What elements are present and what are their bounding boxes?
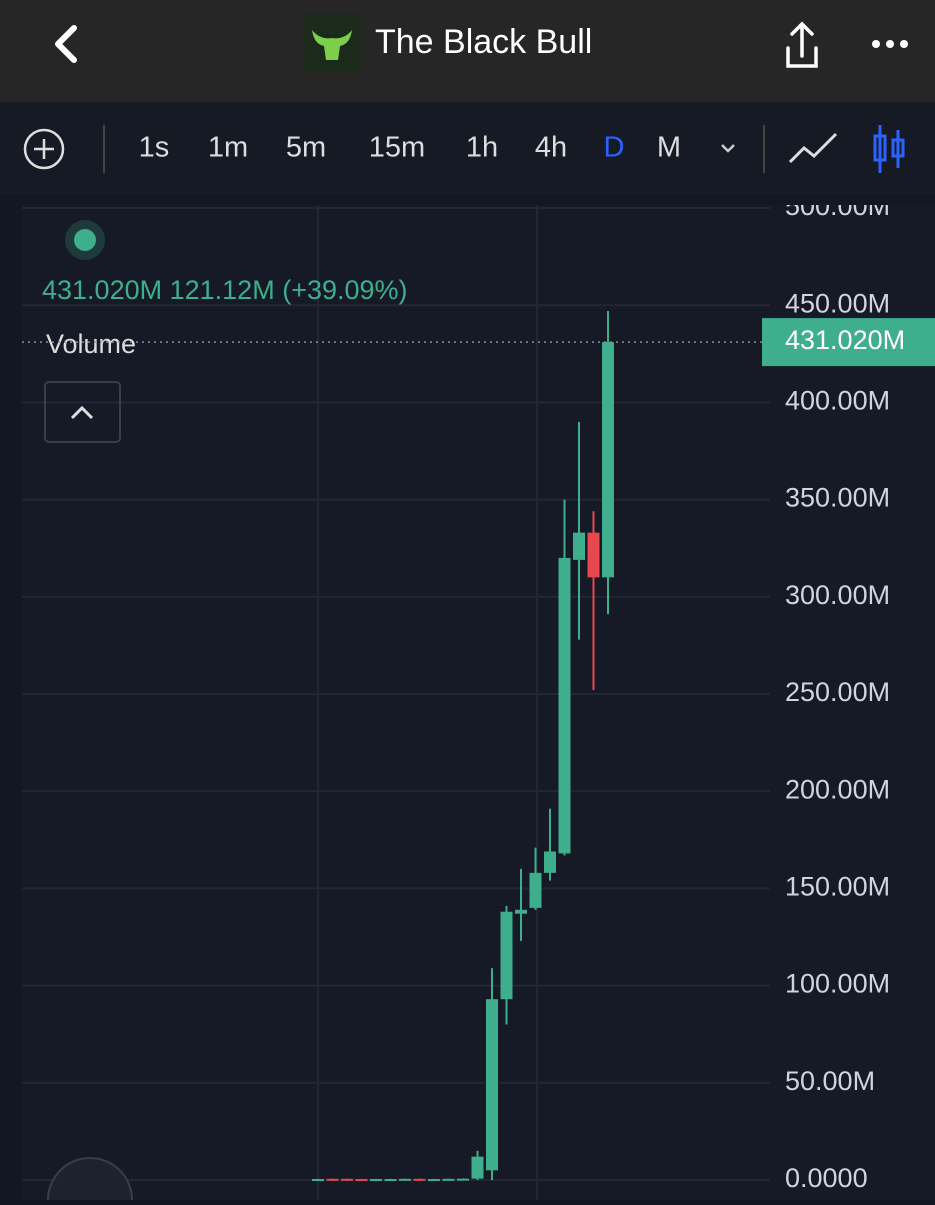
interval-dropdown[interactable] [721, 144, 735, 153]
y-tick-label: 250.00M [785, 677, 890, 707]
candle-body [399, 1178, 411, 1181]
interval-button[interactable]: 15m [369, 132, 425, 164]
interval-button[interactable]: 5m [286, 132, 326, 164]
toolbar [0, 102, 935, 194]
legend-change-percent: (+39.09%) [282, 275, 407, 305]
candle-body [326, 1178, 339, 1181]
back-button[interactable] [55, 25, 77, 63]
y-tick-label: 450.00M [785, 288, 890, 318]
y-tick-label: 100.00M [785, 969, 890, 999]
candle-body [413, 1178, 426, 1181]
y-tick-label: 50.00M [785, 1066, 875, 1096]
interval-button[interactable]: 1h [466, 132, 498, 164]
interval-button[interactable]: 4h [535, 132, 567, 164]
candle-body [341, 1178, 353, 1181]
more-button[interactable] [872, 40, 908, 48]
y-tick-label: 300.00M [785, 580, 890, 610]
candle-body [312, 1179, 324, 1182]
legend-value: 431.020M [42, 275, 162, 305]
candle-body [355, 1179, 368, 1182]
interval-button[interactable]: 1m [208, 132, 248, 164]
y-tick-label: 400.00M [785, 386, 890, 416]
candle-body [370, 1179, 382, 1182]
candle-body [500, 911, 513, 1000]
logo-bull [312, 30, 352, 60]
y-tick-label: 350.00M [785, 483, 890, 513]
interval-button[interactable]: D [604, 132, 625, 164]
legend-text: 431.020M 121.12M (+39.09%) [42, 275, 408, 305]
candle-body [442, 1178, 455, 1181]
candle-body [457, 1178, 469, 1181]
last-price-badge [762, 318, 935, 367]
collapse-icon [70, 405, 94, 420]
indicator-label: Volume [46, 329, 136, 359]
header-bar [0, 0, 935, 102]
share-button[interactable] [786, 21, 818, 68]
candle-body [486, 999, 498, 1171]
legend-change: 121.12M [170, 275, 275, 305]
add-button[interactable] [23, 128, 65, 170]
last-price-label: 431.020M [785, 325, 905, 355]
candle-body [573, 532, 585, 560]
y-tick-label: 500.00M [785, 191, 890, 221]
y-tick-label: 150.00M [785, 872, 890, 902]
y-tick-label: 0.0000 [785, 1163, 868, 1193]
candle-body [471, 1156, 484, 1179]
interval-button[interactable]: M [657, 132, 681, 164]
candle-body [428, 1179, 440, 1182]
line-chart-button[interactable] [788, 132, 838, 164]
candle-body [544, 851, 556, 873]
candle-body [602, 342, 614, 578]
interval-button[interactable]: 1s [139, 132, 170, 164]
candle-body [515, 909, 527, 914]
candle-body [587, 532, 600, 578]
collapse-button[interactable] [44, 381, 121, 443]
candle-body [558, 557, 571, 854]
candle-body [529, 872, 542, 908]
candle-chart-button[interactable] [873, 125, 905, 173]
chart-panel [22, 205, 935, 1200]
candle-body [384, 1179, 397, 1182]
status-dot [74, 229, 96, 251]
page-title: The Black Bull [375, 23, 592, 61]
y-tick-label: 200.00M [785, 774, 890, 804]
